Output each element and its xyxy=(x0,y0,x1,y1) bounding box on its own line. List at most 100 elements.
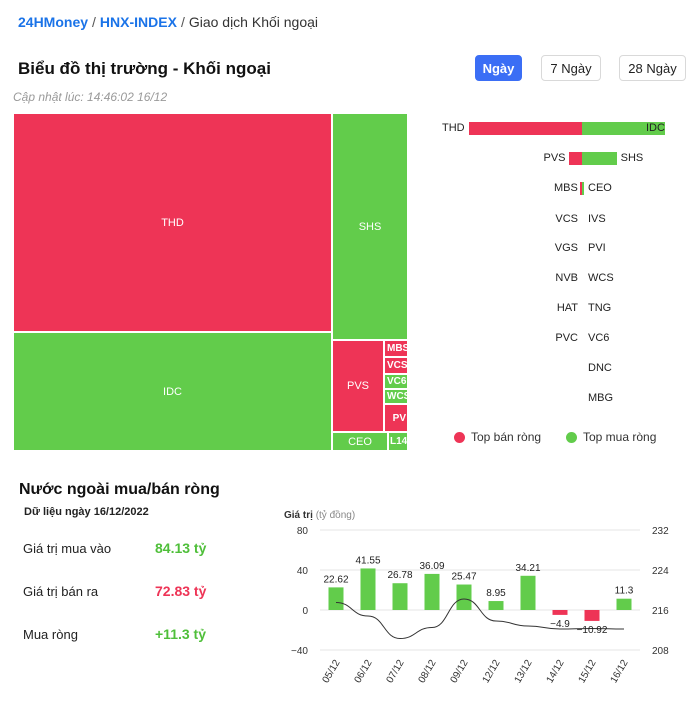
treemap-cell-mbs[interactable]: MBS xyxy=(384,340,408,357)
flow-row: THD IDC xyxy=(430,121,690,137)
flow-sell-bar xyxy=(569,152,582,165)
flow-buy-label[interactable]: MBG xyxy=(588,392,614,404)
market-map-title: Biểu đồ thị trường - Khối ngoại xyxy=(18,59,271,78)
bar-value-label: 11.3 xyxy=(615,586,634,597)
bar-value-label: 26.78 xyxy=(387,570,412,581)
chart-bar xyxy=(584,610,600,621)
x-tick-label: 05/12 xyxy=(321,658,343,686)
breadcrumb-separator: / xyxy=(180,14,185,30)
y-tick-label: 40 xyxy=(297,566,309,577)
flow-buy-label[interactable]: IDC xyxy=(646,122,665,134)
treemap-cell-vc6[interactable]: VC6 xyxy=(384,374,408,389)
flow-row: MBG xyxy=(430,391,690,407)
treemap-cell-ceo[interactable]: CEO xyxy=(332,432,388,451)
treemap-cell-pvs[interactable]: PVS xyxy=(332,340,384,432)
treemap-cell-l14[interactable]: L14 xyxy=(388,432,408,451)
treemap-cell-vcs[interactable]: VCS xyxy=(384,357,408,374)
flow-buy-label[interactable]: IVS xyxy=(588,213,606,225)
flow-sell-label[interactable]: THD xyxy=(442,122,465,134)
breadcrumb: 24HMoney / HNX-INDEX / Giao dịch Khối ngoại xyxy=(18,14,318,30)
chart-index-line xyxy=(335,598,625,640)
flow-row: DNC xyxy=(430,361,690,377)
stat-net-value: +11.3 tỷ xyxy=(155,626,206,642)
data-date: Dữ liệu ngày 16/12/2022 xyxy=(24,506,149,518)
y2-tick-label: 232 xyxy=(652,526,669,537)
legend-buy: Top mua ròng xyxy=(566,430,656,444)
y2-tick-label: 216 xyxy=(652,606,669,617)
legend-buy-label: Top mua ròng xyxy=(583,430,657,444)
x-tick-label: 14/12 xyxy=(545,658,567,686)
chart-bar xyxy=(424,573,440,610)
treemap-cell-pv[interactable]: PV xyxy=(384,404,408,432)
stat-buy-label: Giá trị mua vào xyxy=(23,541,112,556)
flow-sell-label[interactable]: PVS xyxy=(543,152,566,164)
treemap-cell-idc[interactable]: IDC xyxy=(13,332,332,451)
stat-sell-value: 72.83 tỷ xyxy=(155,583,207,599)
bar-value-label: −4.9 xyxy=(550,619,570,630)
y-tick-label: 0 xyxy=(302,606,308,617)
tab-28-days[interactable]: 28 Ngày xyxy=(619,55,686,81)
legend-sell: Top bán ròng xyxy=(454,430,541,444)
x-tick-label: 07/12 xyxy=(385,658,407,686)
x-tick-label: 06/12 xyxy=(353,658,375,686)
x-tick-label: 08/12 xyxy=(417,658,439,686)
flow-buy-label[interactable]: DNC xyxy=(588,362,612,374)
flow-row: VGS PVI xyxy=(430,241,690,257)
chart-value-labels: 22.62 41.55 26.78 36.09 25.47 8.95 34.21 −4.9 −1… xyxy=(323,555,633,635)
flow-sell-label[interactable]: VCS xyxy=(555,213,578,225)
chart-bars xyxy=(328,568,632,621)
flow-row: NVB WCS xyxy=(430,271,690,287)
flow-sell-label[interactable]: PVC xyxy=(555,332,578,344)
x-tick-label: 15/12 xyxy=(577,658,599,686)
flow-buy-label[interactable]: WCS xyxy=(588,272,614,284)
flow-buy-bar xyxy=(582,122,665,135)
stat-buy-value: 84.13 tỷ xyxy=(155,540,207,556)
flow-buy-label[interactable]: SHS xyxy=(620,152,644,164)
flow-sell-label[interactable]: VGS xyxy=(554,242,578,254)
flow-row: PVC VC6 xyxy=(430,331,690,347)
chart-bar xyxy=(488,601,504,610)
bar-value-label: 41.55 xyxy=(355,555,380,566)
bar-value-label: 36.09 xyxy=(419,561,444,572)
tab-7-days[interactable]: 7 Ngày xyxy=(541,55,601,81)
flow-row: PVS SHS xyxy=(430,151,690,167)
flow-sell-label[interactable]: HAT xyxy=(556,302,578,314)
flow-sell-label[interactable]: NVB xyxy=(555,272,578,284)
flow-row: HAT TNG xyxy=(430,301,690,317)
chart-bar xyxy=(392,583,408,610)
y2-tick-label: 224 xyxy=(652,566,669,577)
tab-day[interactable]: Ngày xyxy=(475,55,522,81)
treemap-cell-shs[interactable]: SHS xyxy=(332,113,408,340)
flow-sell-bar xyxy=(580,182,582,195)
net-flow-title: Nước ngoài mua/bán ròng xyxy=(19,481,220,498)
flow-buy-bar xyxy=(582,152,617,165)
chart-bar xyxy=(520,575,536,610)
legend-buy-dot xyxy=(566,431,577,443)
bar-value-label: 25.47 xyxy=(451,572,476,583)
chart-ylabel-main: Giá trị xyxy=(284,510,313,521)
x-tick-label: 13/12 xyxy=(513,658,535,686)
chart-bar xyxy=(552,610,568,615)
flow-row: VCS IVS xyxy=(430,212,690,228)
x-tick-label: 09/12 xyxy=(449,658,471,686)
chart-ylabel-unit: (tỷ đồng) xyxy=(316,509,355,521)
flow-buy-label[interactable]: TNG xyxy=(588,302,612,314)
breadcrumb-index-link[interactable]: HNX-INDEX xyxy=(99,14,177,30)
flow-sell-bar xyxy=(469,122,582,135)
chart-bar xyxy=(328,587,344,610)
chart-ylabel: Giá trị (tỷ đồng) xyxy=(284,509,355,521)
legend-sell-dot xyxy=(454,431,465,443)
treemap-cell-wcs[interactable]: WCS xyxy=(384,389,408,404)
flow-sell-label[interactable]: MBS xyxy=(554,182,578,194)
legend-sell-label: Top bán ròng xyxy=(471,430,542,444)
bar-value-label: −10.92 xyxy=(577,625,608,636)
update-timestamp: Cập nhật lúc: 14:46:02 16/12 xyxy=(13,90,168,104)
flow-buy-label[interactable]: CEO xyxy=(588,182,612,194)
flow-buy-bar xyxy=(582,182,584,195)
breadcrumb-home-link[interactable]: 24HMoney xyxy=(18,14,89,30)
flow-buy-label[interactable]: VC6 xyxy=(588,332,610,344)
flow-buy-label[interactable]: PVI xyxy=(588,242,606,254)
treemap-cell-thd[interactable]: THD xyxy=(13,113,332,332)
bar-value-label: 8.95 xyxy=(486,588,506,599)
